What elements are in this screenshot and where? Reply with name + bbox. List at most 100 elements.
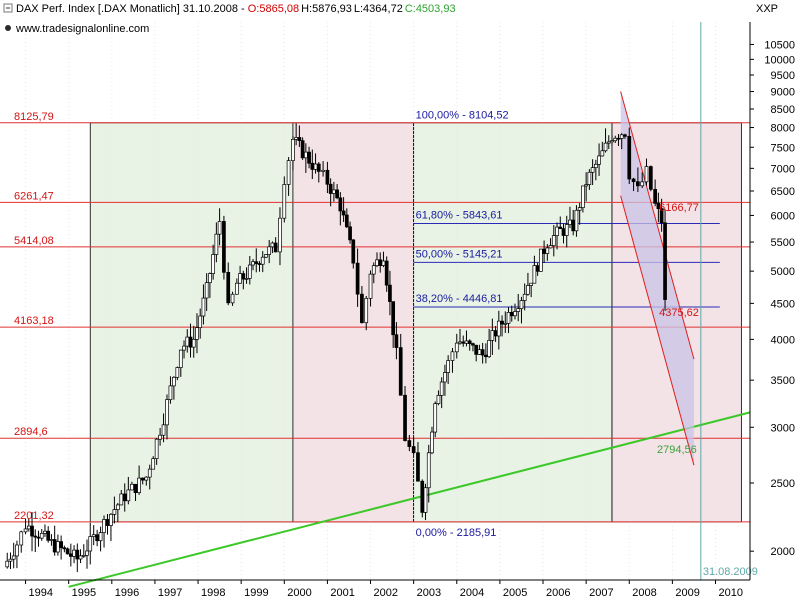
candle-body	[648, 166, 653, 190]
candle-body	[75, 549, 80, 560]
y-tick-label: 9500	[771, 70, 795, 82]
candle-body	[214, 233, 219, 255]
candle-body	[656, 202, 661, 209]
candle-body	[332, 189, 336, 194]
candle-body	[217, 221, 222, 235]
zones-layer	[89, 122, 742, 523]
candle-body	[244, 278, 249, 280]
candle-body	[653, 188, 657, 204]
x-tick-label: 2008	[632, 587, 656, 599]
candle-body	[270, 242, 275, 248]
candle-body	[230, 293, 235, 304]
candle-body	[545, 247, 550, 254]
candle-body	[59, 541, 63, 549]
candle-body	[175, 367, 180, 378]
website-label: www.tradesignalonline.com	[15, 23, 149, 35]
candle-body	[286, 160, 291, 185]
level-label: 8125,79	[14, 111, 54, 123]
candle-body	[627, 136, 632, 180]
candle-body	[407, 440, 412, 447]
candle-body	[500, 320, 504, 325]
candle-body	[423, 487, 428, 513]
y-axis: 2000 2500 3000 3500 4000 4500 5000 5500 6000 6500…	[749, 22, 795, 580]
candle-body	[558, 226, 563, 229]
zone-2	[413, 122, 613, 523]
candle-body	[480, 349, 485, 356]
candle-body	[208, 273, 212, 284]
candle-body	[307, 151, 311, 164]
candle-body	[551, 235, 556, 246]
candle-body	[616, 137, 621, 140]
candle-body	[542, 248, 546, 254]
candle-body	[313, 163, 318, 170]
open-value: O:5865,08	[248, 3, 299, 15]
candle-body	[222, 221, 226, 273]
y-tick-label: 7500	[771, 142, 795, 154]
channel-upper	[620, 91, 695, 360]
x-tick-label: 2006	[546, 587, 570, 599]
candle-body	[539, 248, 543, 272]
candle-body	[33, 535, 38, 538]
candle-body	[503, 322, 508, 325]
x-tick-label: 2005	[503, 587, 527, 599]
candle-body	[430, 431, 434, 454]
candle-body	[11, 555, 16, 560]
annotation-label: 2794,56	[657, 444, 697, 456]
candle-body	[238, 273, 242, 284]
candle-body	[484, 354, 488, 358]
candle-body	[260, 256, 265, 265]
x-tick-label: 2010	[719, 587, 743, 599]
candle-body	[464, 340, 469, 344]
candle-body	[335, 189, 339, 199]
x-tick-label: 2007	[589, 587, 613, 599]
candle-body	[264, 254, 268, 258]
candle-body	[72, 549, 76, 557]
candle-body	[115, 504, 120, 510]
y-tick-label: 4500	[771, 298, 795, 310]
candle-body	[610, 140, 614, 143]
candle-body	[587, 171, 592, 185]
candle-body	[98, 532, 103, 542]
annotations-layer: 6166,77 4375,62 2794,56 31.08.2009	[657, 202, 758, 578]
candle-body	[619, 134, 624, 139]
y-tick-label: 7000	[771, 163, 795, 175]
candle-body	[211, 254, 215, 274]
candle-body	[458, 341, 462, 344]
candle-body	[663, 222, 667, 300]
candle-body	[8, 558, 13, 562]
candle-body	[251, 261, 255, 266]
candle-body	[247, 264, 252, 279]
candle-body	[133, 483, 138, 494]
candle-body	[344, 214, 349, 228]
candle-body	[496, 320, 501, 337]
candle-body	[388, 284, 392, 302]
candle-body	[548, 245, 553, 249]
candle-body	[416, 452, 420, 482]
candle-body	[659, 208, 664, 224]
x-tick-label: 2000	[287, 587, 311, 599]
candle-body	[188, 336, 193, 348]
candle-body	[297, 137, 302, 141]
y-tick-label: 3000	[771, 422, 795, 434]
high-value: H:5876,93	[301, 3, 352, 15]
candle-body	[158, 434, 162, 440]
candle-body	[226, 271, 231, 304]
candle-body	[597, 155, 601, 165]
candle-body	[493, 330, 498, 337]
candle-body	[467, 340, 472, 344]
candle-body	[593, 163, 598, 168]
candle-body	[561, 228, 566, 236]
candle-body	[600, 150, 605, 157]
candle-body	[109, 513, 113, 526]
candle-body	[571, 219, 576, 232]
candle-body	[316, 163, 321, 172]
candle-body	[154, 438, 159, 460]
candle-body	[516, 308, 521, 312]
candle-body	[368, 273, 373, 299]
candle-body	[568, 219, 572, 225]
candle-body	[282, 184, 287, 219]
y-tick-label: 2500	[771, 478, 795, 490]
candle-body	[172, 376, 176, 387]
y-tick-label: 5500	[771, 237, 795, 249]
